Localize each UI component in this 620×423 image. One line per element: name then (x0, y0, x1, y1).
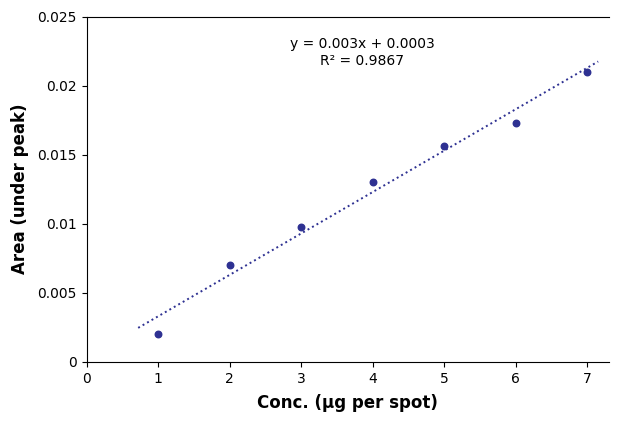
Point (582, 69, 592, 75)
Point (296, 223, 306, 230)
Point (440, 143, 450, 150)
Point (511, 120, 521, 126)
X-axis label: Conc. (µg per spot): Conc. (µg per spot) (257, 394, 438, 412)
Text: y = 0.003x + 0.0003
R² = 0.9867: y = 0.003x + 0.0003 R² = 0.9867 (290, 37, 435, 68)
Point (225, 262, 235, 269)
Point (368, 179, 378, 186)
Point (153, 331, 163, 338)
Y-axis label: Area (under peak): Area (under peak) (11, 104, 29, 275)
